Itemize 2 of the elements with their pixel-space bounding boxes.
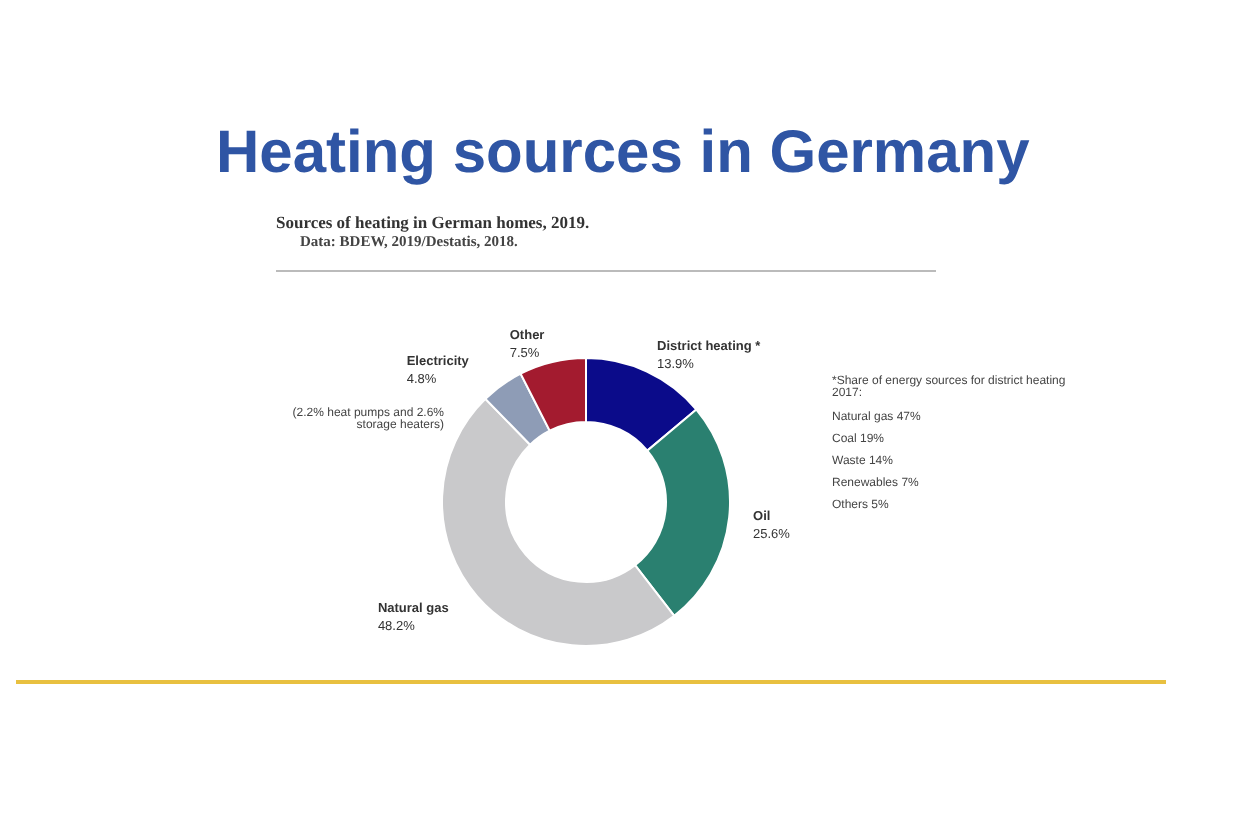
chart-subtitle: Sources of heating in German homes, 2019.	[276, 212, 592, 232]
chart-title: Heating sources in Germany	[216, 120, 1030, 188]
